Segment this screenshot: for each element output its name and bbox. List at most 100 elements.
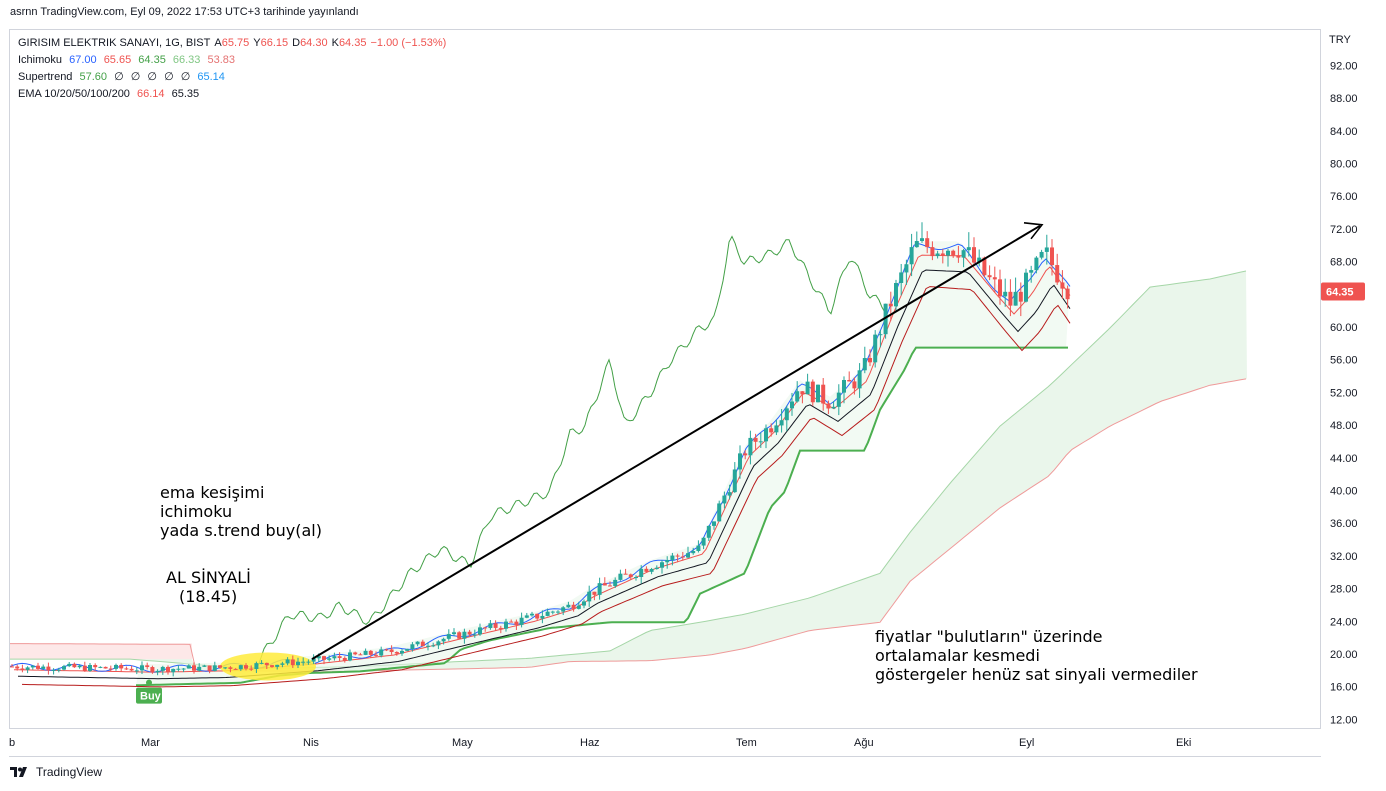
candle-body <box>119 664 124 669</box>
candle-body <box>394 652 399 654</box>
candle-body <box>758 441 763 443</box>
ema-v1: 66.14 <box>137 88 165 100</box>
candle-body <box>987 275 992 278</box>
candle-body <box>504 621 508 629</box>
time-axis[interactable]: b Mar Nis May Haz Tem Ağu Eyl Eki <box>9 729 1321 757</box>
candle-body <box>764 428 768 442</box>
price-tick-label: 24.00 <box>1330 616 1358 628</box>
high-value: 66.15 <box>260 37 289 49</box>
ichimoku-name: Ichimoku <box>18 54 63 66</box>
price-tick-label: 44.00 <box>1330 453 1358 465</box>
candle-body <box>748 437 753 456</box>
candle-body <box>20 668 25 670</box>
candle-body <box>670 555 675 560</box>
buy-badge <box>136 687 162 704</box>
candle-body <box>322 656 326 660</box>
candle-body <box>956 255 961 258</box>
open-label: A <box>214 37 222 49</box>
candle-body <box>587 591 592 602</box>
candle-body <box>316 656 321 659</box>
candle-body <box>337 656 342 658</box>
candle-body <box>202 665 207 667</box>
candle-body <box>56 669 61 671</box>
close-label: K <box>331 37 339 49</box>
candle-body <box>888 303 893 307</box>
candle-body <box>524 615 529 618</box>
strategy-line-3: yada s.trend buy(al) <box>160 521 322 540</box>
ichimoku-v3: 64.35 <box>138 54 166 66</box>
candle-body <box>1018 291 1023 302</box>
candle-body <box>966 247 971 251</box>
candles <box>10 222 1070 677</box>
candle-body <box>472 634 477 636</box>
candle-body <box>1003 291 1008 297</box>
candle-body <box>602 583 607 586</box>
candle-body <box>784 408 789 421</box>
ichimoku-v1: 67.00 <box>69 54 97 66</box>
candle-body <box>228 667 233 669</box>
candle-body <box>1013 291 1018 306</box>
legend-ema[interactable]: EMA 10/20/50/100/200 66.14 65.35 <box>18 86 450 103</box>
candle-body <box>88 665 92 671</box>
candle-body <box>67 663 72 667</box>
candle-body <box>836 392 841 407</box>
price-tick-label: 60.00 <box>1330 322 1358 334</box>
candle-body <box>452 632 456 635</box>
candle-body <box>930 247 935 257</box>
ema-name: EMA 10/20/50/100/200 <box>18 88 130 100</box>
candle-body <box>275 664 280 667</box>
candle-body <box>654 567 659 569</box>
candle-body <box>727 492 732 496</box>
candle-body <box>592 591 597 595</box>
price-axis[interactable]: TRY 92.00 88.00 84.00 80.00 76.00 72.00 68.00 64… <box>1321 29 1386 729</box>
chart-pane[interactable]: Buy <box>9 29 1321 729</box>
candle-body <box>743 453 748 456</box>
candle-body <box>873 334 878 363</box>
time-tick-label: Eyl <box>1019 737 1034 749</box>
candle-body <box>618 573 623 580</box>
time-tick-label: Nis <box>303 737 319 749</box>
comment-line-2: ortalamalar kesmedi <box>875 646 1040 665</box>
ichimoku-v4: 66.33 <box>172 54 201 66</box>
price-axis-svg: TRY 92.00 88.00 84.00 80.00 76.00 72.00 68.00 64… <box>1321 34 1365 726</box>
legend-supertrend[interactable]: Supertrend 57.60 ∅ ∅ ∅ ∅ ∅ 65.14 <box>18 69 450 86</box>
footer-brand: TradingView <box>36 765 103 779</box>
candle-body <box>1065 288 1070 300</box>
supertrend-v3: ∅ <box>130 71 141 83</box>
candle-body <box>852 381 857 389</box>
candle-body <box>150 667 155 673</box>
candle-body <box>738 453 742 470</box>
time-tick-label: May <box>452 737 473 749</box>
candle-body <box>103 666 108 669</box>
price-tick-label: 80.00 <box>1330 159 1358 171</box>
candle-body <box>628 574 633 578</box>
change-value: −1.00 (−1.53%) <box>370 37 447 49</box>
candle-body <box>696 545 701 551</box>
candle-body <box>285 659 290 664</box>
candle-body <box>478 627 482 635</box>
supertrend-v2: ∅ <box>114 71 124 83</box>
candle-body <box>961 250 966 258</box>
candle-body <box>10 666 14 668</box>
candle-body <box>46 666 51 671</box>
candle-body <box>831 406 836 409</box>
candle-body <box>270 665 274 667</box>
legend-symbol[interactable]: GIRISIM ELEKTRIK SANAYI, 1G, BIST A65.75 Y… <box>18 35 450 52</box>
trend-arrow-line <box>311 224 1041 660</box>
candle-body <box>363 650 368 655</box>
candle-body <box>493 623 498 628</box>
symbol-name: GIRISIM ELEKTRIK SANAYI, 1G, BIST <box>18 37 211 49</box>
candle-body <box>41 666 46 669</box>
candle-body <box>545 611 550 616</box>
candle-body <box>358 654 363 656</box>
candle-body <box>732 469 737 493</box>
buy-marker <box>146 679 152 686</box>
price-chart[interactable]: Buy <box>10 30 1320 728</box>
footer[interactable]: TradingView <box>10 765 102 779</box>
time-tick-label: b <box>9 737 15 749</box>
ichimoku-v2: 65.65 <box>103 54 132 66</box>
signal-line-2: (18.45) <box>179 587 238 606</box>
candle-body <box>51 670 56 672</box>
candle-body <box>233 668 238 670</box>
legend-ichimoku[interactable]: Ichimoku 67.00 65.65 64.35 66.33 53.83 <box>18 52 450 69</box>
